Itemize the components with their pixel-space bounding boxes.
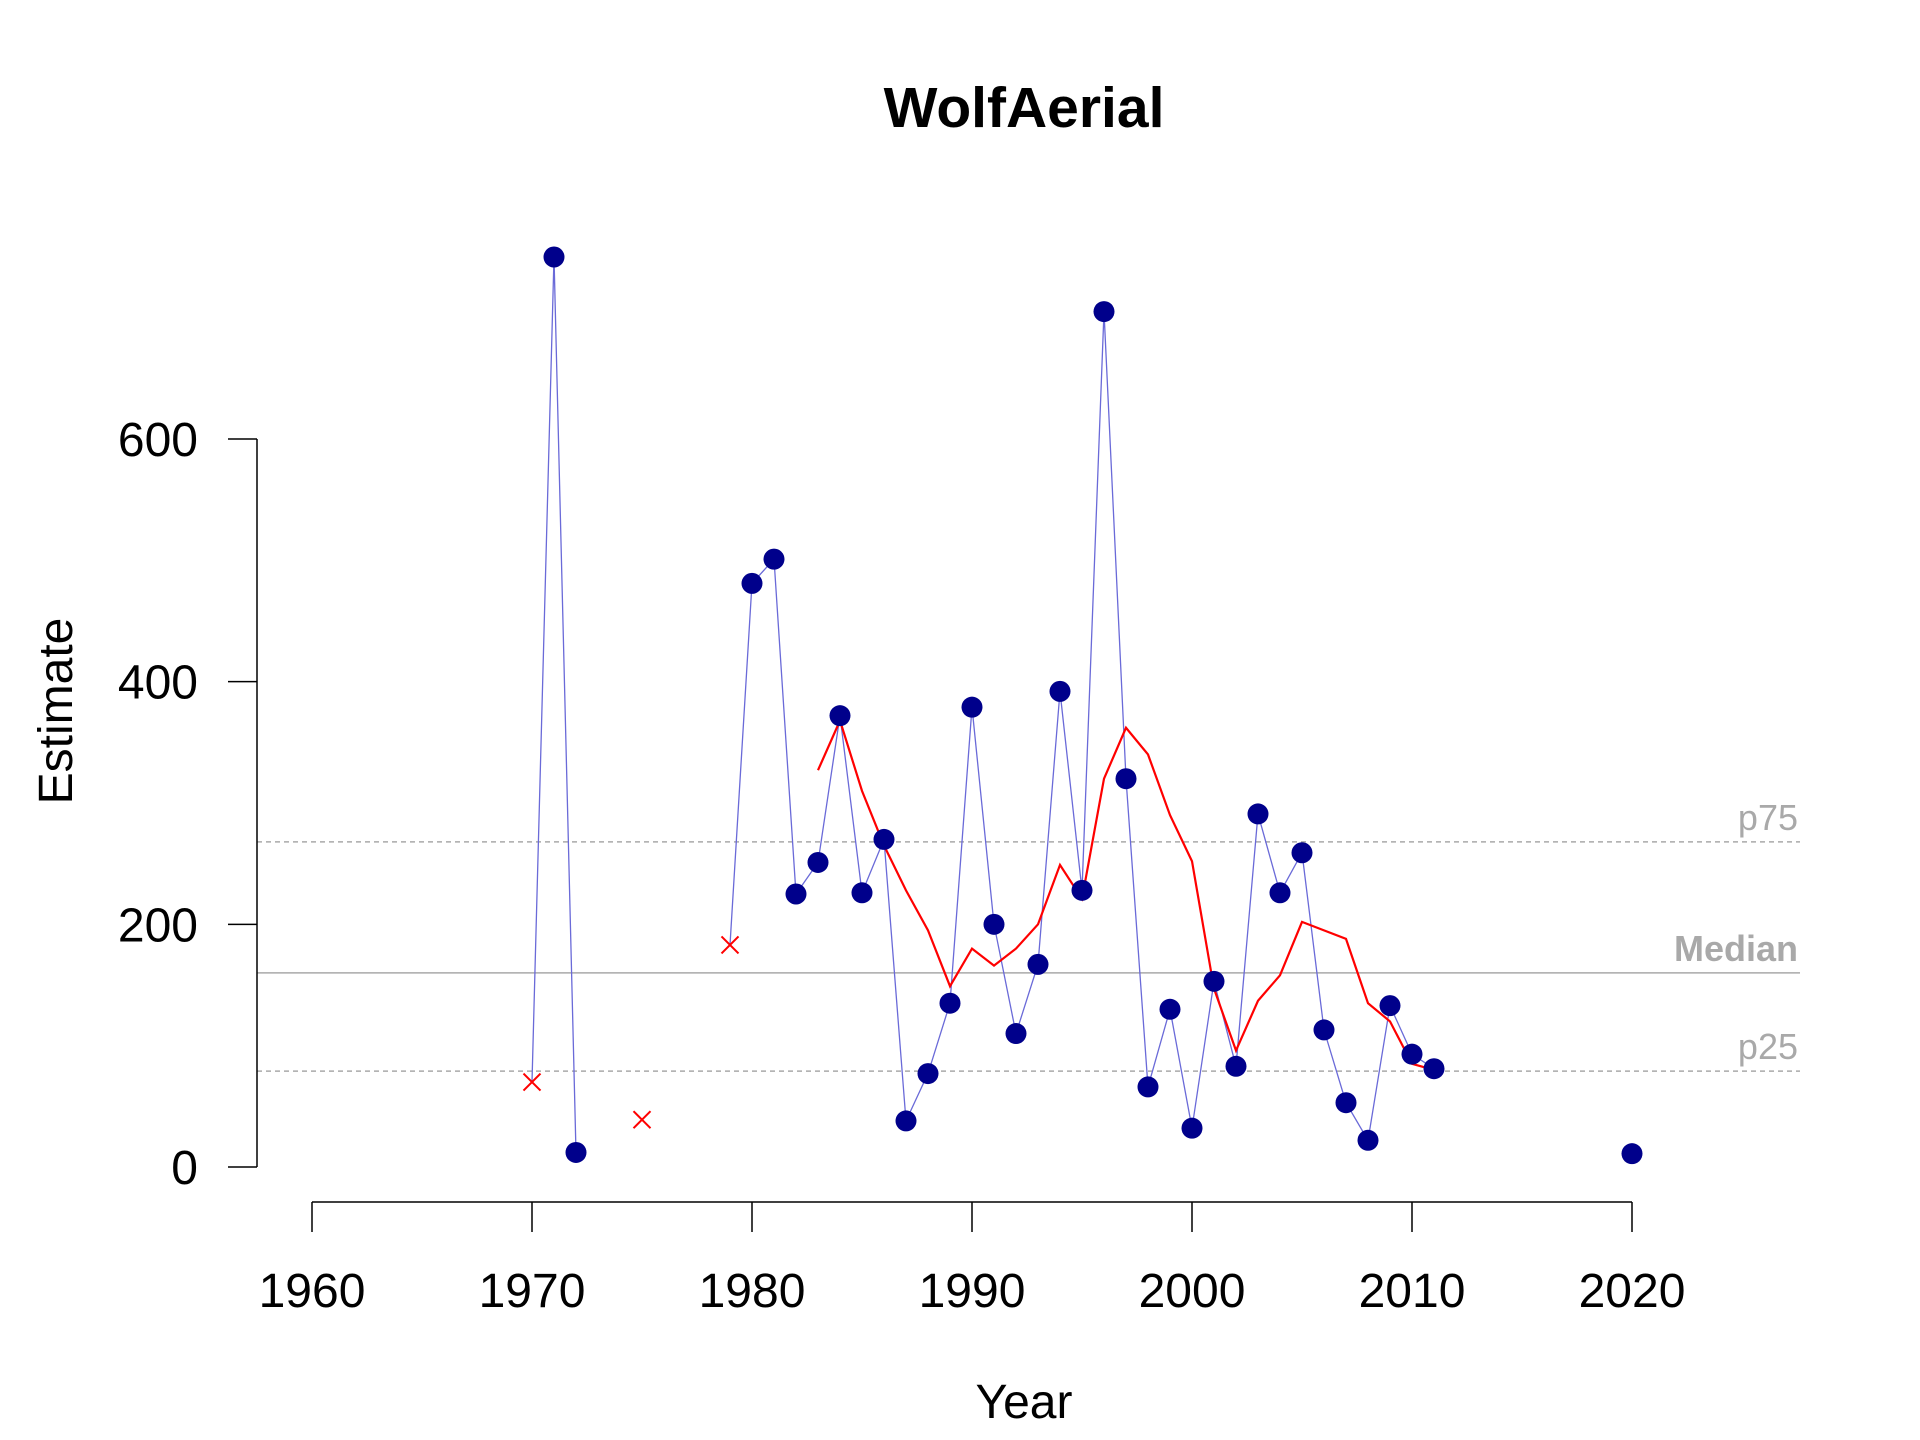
x-tick-label: 2020 — [1579, 1265, 1686, 1318]
data-point — [1181, 1117, 1203, 1139]
reference-label-p75: p75 — [1738, 797, 1798, 838]
data-point — [1269, 882, 1291, 904]
data-point — [961, 696, 983, 718]
data-point — [1225, 1055, 1247, 1077]
data-point — [873, 828, 895, 850]
data-point — [543, 246, 565, 268]
data-point — [807, 851, 829, 873]
data-point — [1049, 680, 1071, 702]
running-mean-line — [816, 717, 1435, 1071]
y-tick-label: 0 — [171, 1142, 198, 1195]
data-point — [1203, 970, 1225, 992]
chart-title: WolfAerial — [884, 76, 1165, 140]
data-point — [1247, 803, 1269, 825]
x-tick-label: 2000 — [1139, 1265, 1246, 1318]
reference-lines: p75 Median p25 — [257, 797, 1800, 1072]
excluded-mark-stroke — [632, 1110, 652, 1129]
reference-label-median: Median — [1674, 928, 1798, 969]
data-point — [1357, 1129, 1379, 1151]
excluded-point — [522, 1072, 542, 1092]
data-point — [895, 1110, 917, 1132]
y-tick-label: 200 — [118, 899, 198, 952]
data-point — [1423, 1058, 1445, 1080]
x-tick-label: 1990 — [919, 1265, 1026, 1318]
axes: 0 200 400 600 1960 1970 1980 1990 2000 2010 2020 — [118, 414, 1685, 1318]
data-point — [1401, 1043, 1423, 1065]
excluded-point — [632, 1110, 652, 1129]
data-point — [1621, 1143, 1643, 1165]
data-point — [1291, 842, 1313, 864]
data-point — [1379, 995, 1401, 1017]
data-point — [1115, 768, 1137, 790]
data-point — [939, 992, 961, 1014]
data-point — [1071, 879, 1093, 901]
data-point — [1027, 953, 1049, 975]
data-point — [565, 1141, 587, 1163]
x-tick-label: 2010 — [1359, 1265, 1466, 1318]
excluded-point — [720, 935, 740, 955]
y-axis-label: Estimate — [30, 618, 83, 805]
data-point — [851, 882, 873, 904]
data-point — [1005, 1023, 1027, 1045]
y-tick-label: 600 — [118, 414, 198, 467]
plot-area — [522, 246, 1643, 1165]
data-point — [741, 572, 763, 594]
data-point — [1335, 1092, 1357, 1114]
reference-label-p25: p25 — [1738, 1026, 1798, 1067]
data-point — [829, 705, 851, 727]
data-point — [983, 913, 1005, 935]
x-axis-label: Year — [976, 1376, 1073, 1429]
y-tick-label: 400 — [118, 657, 198, 710]
data-point — [917, 1063, 939, 1085]
x-tick-label: 1980 — [699, 1265, 806, 1318]
data-point — [1313, 1019, 1335, 1041]
x-tick-label: 1960 — [259, 1265, 366, 1318]
data-point — [1159, 998, 1181, 1020]
data-point — [785, 883, 807, 905]
excluded-mark-stroke — [720, 935, 740, 955]
data-point — [1137, 1076, 1159, 1098]
series-connector-line — [729, 311, 1435, 1143]
data-point — [763, 548, 785, 570]
series-connector-line — [531, 256, 577, 1153]
excluded-mark-stroke — [522, 1072, 542, 1092]
x-tick-label: 1970 — [479, 1265, 586, 1318]
data-point — [1093, 301, 1115, 323]
